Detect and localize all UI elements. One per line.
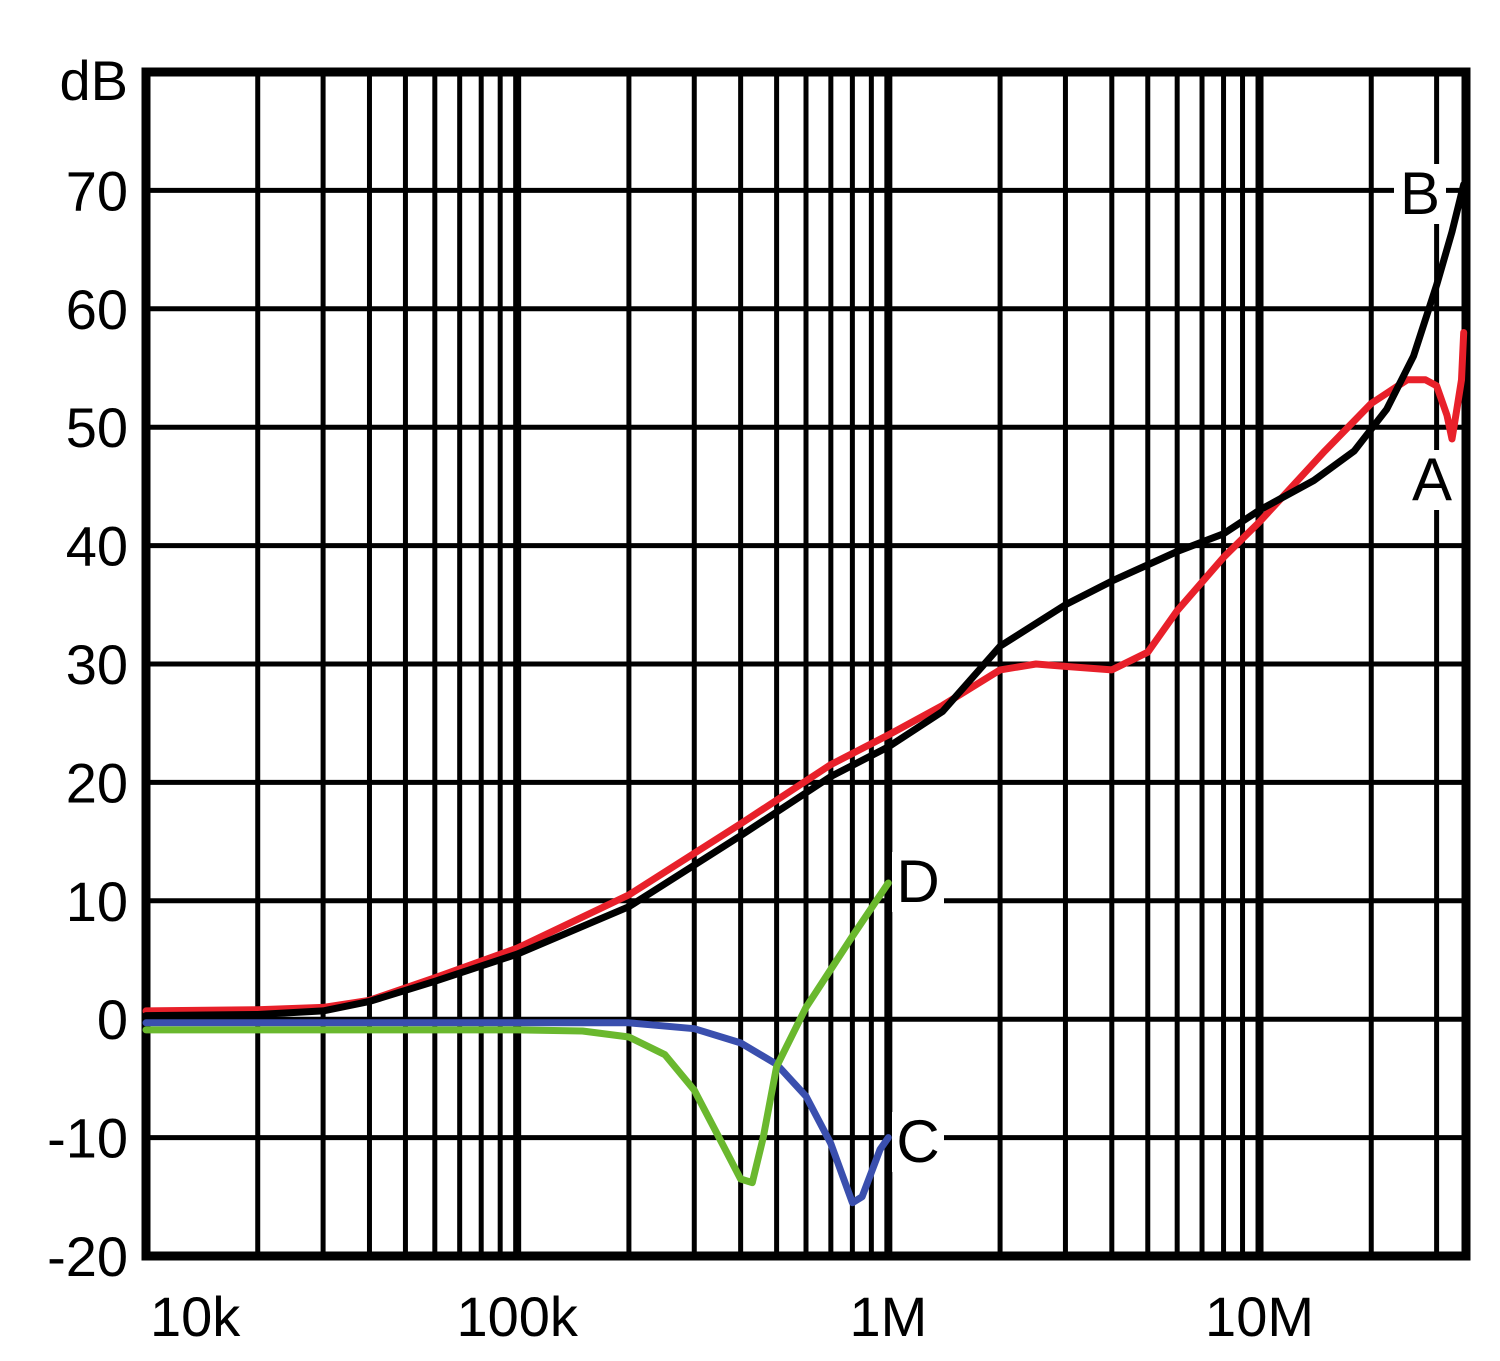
plot-border: [141, 67, 1471, 1261]
series-label-backing: [892, 1112, 944, 1172]
series-label-c: C: [896, 1108, 939, 1175]
series-label-b: B: [1400, 160, 1440, 227]
x-tick-label: 1M: [849, 1285, 927, 1348]
series-line-a: [142, 329, 1468, 1015]
y-tick-label: 70: [66, 159, 128, 222]
y-tick-label: 40: [66, 515, 128, 578]
series-lines: [142, 181, 1468, 1207]
x-tick-label: 100k: [456, 1285, 578, 1348]
plot-frame: [141, 67, 1471, 1261]
grid: [146, 72, 1466, 1256]
series-line-d: [142, 879, 892, 1187]
series-line-b: [142, 181, 1468, 1020]
y-tick-label: -10: [47, 1107, 128, 1170]
series-label-d: D: [896, 848, 939, 915]
y-tick-label: 0: [97, 988, 128, 1051]
series-label-a: A: [1412, 446, 1452, 513]
y-tick-label: 60: [66, 278, 128, 341]
x-tick-label: 10k: [150, 1285, 241, 1348]
y-axis-unit-label: dB: [60, 49, 129, 112]
y-tick-label: 50: [66, 396, 128, 459]
y-tick-label: 20: [66, 751, 128, 814]
series-line-c: [142, 1019, 892, 1207]
series-label-backing: [1394, 164, 1446, 224]
y-tick-label: 30: [66, 633, 128, 696]
labels: dB 70 60 50 40 30 20 10 0 -10 -20 10k 100k 1M 10M A B C D: [47, 49, 1458, 1348]
series-label-backing: [1406, 450, 1458, 510]
y-tick-label: -20: [47, 1225, 128, 1288]
y-tick-label: 10: [66, 870, 128, 933]
series-label-backing: [892, 852, 944, 912]
x-tick-label: 10M: [1205, 1285, 1314, 1348]
